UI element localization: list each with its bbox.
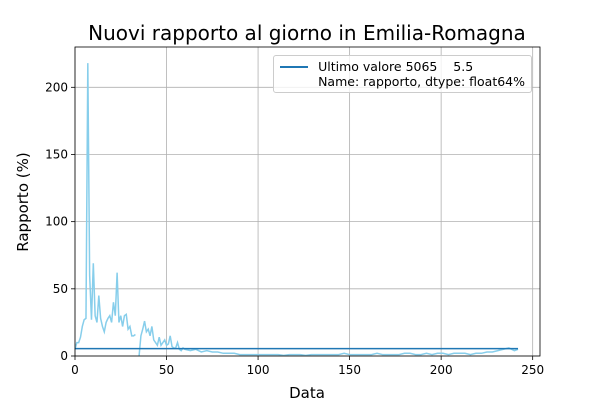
x-tick-label: 0: [71, 363, 79, 377]
y-tick-label: 100: [45, 215, 68, 229]
y-tick-label: 200: [45, 80, 68, 94]
x-tick-label: 200: [430, 363, 453, 377]
x-tick-label: 250: [521, 363, 544, 377]
y-tick-label: 150: [45, 147, 68, 161]
y-axis-label: Rapporto (%): [14, 152, 32, 251]
x-tick-label: 100: [247, 363, 270, 377]
y-tick-label: 50: [53, 282, 68, 296]
chart-title: Nuovi rapporto al giorno in Emilia-Romag…: [88, 21, 526, 45]
legend-label: Ultimo valore 5065 5.5 Name: rapporto, d…: [318, 59, 525, 89]
x-tick-label: 50: [159, 363, 174, 377]
x-tick-label: 150: [338, 363, 361, 377]
legend-swatch: [280, 66, 309, 68]
legend: Ultimo valore 5065 5.5 Name: rapporto, d…: [273, 55, 532, 93]
plot-frame: [74, 46, 541, 357]
data-line: [74, 63, 519, 357]
y-tick-label: 0: [60, 349, 68, 363]
x-axis-label: Data: [289, 384, 325, 400]
